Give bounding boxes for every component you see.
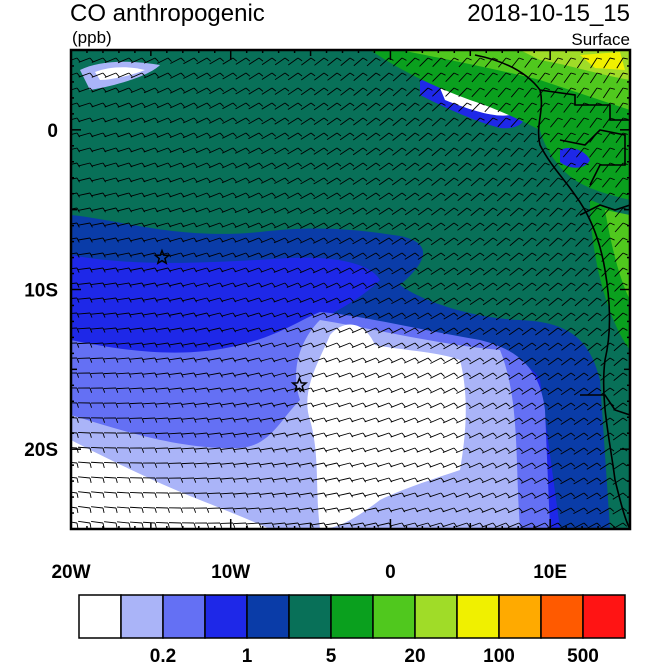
lon-tick-label: 0 <box>385 562 396 583</box>
colorbar-label: 1 <box>242 646 253 668</box>
colorbar-swatch <box>121 595 163 638</box>
colorbar-swatch <box>247 595 289 638</box>
colorbar-label: 5 <box>326 646 337 668</box>
colorbar-label: 20 <box>404 646 425 668</box>
colorbar-swatch <box>331 595 373 638</box>
colorbar-label: 0.2 <box>150 646 176 668</box>
colorbar-label: 500 <box>567 646 599 668</box>
concentration-field <box>71 50 630 529</box>
colorbar-label: 100 <box>483 646 515 668</box>
colorbar-swatch <box>583 595 625 638</box>
colorbar-swatch <box>457 595 499 638</box>
colorbar-swatch <box>79 595 121 638</box>
colorbar-swatch <box>163 595 205 638</box>
lon-tick-label: 10W <box>211 562 250 583</box>
lat-tick-label: 10S <box>24 281 58 302</box>
colorbar <box>79 595 625 638</box>
colorbar-swatch <box>205 595 247 638</box>
lat-tick-label: 20S <box>24 440 58 461</box>
colorbar-swatch <box>289 595 331 638</box>
lon-tick-label: 10E <box>533 562 567 583</box>
colorbar-swatch <box>415 595 457 638</box>
colorbar-swatch <box>373 595 415 638</box>
lat-tick-label: 0 <box>47 121 58 142</box>
lon-tick-label: 20W <box>51 562 90 583</box>
colorbar-swatch <box>499 595 541 638</box>
colorbar-swatch <box>541 595 583 638</box>
